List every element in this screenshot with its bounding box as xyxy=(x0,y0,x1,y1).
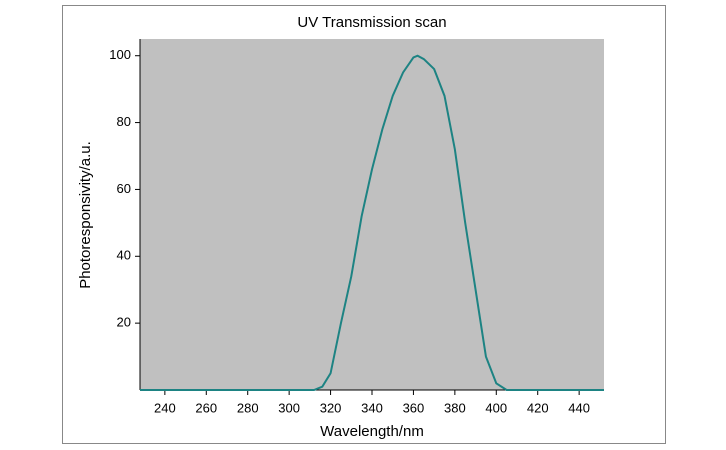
y-tick-label: 100 xyxy=(109,47,131,62)
x-tick-label: 420 xyxy=(527,400,549,415)
x-tick-label: 440 xyxy=(568,400,590,415)
y-tick-label: 40 xyxy=(117,248,131,263)
x-tick-label: 340 xyxy=(361,400,383,415)
y-axis-label: Photoresponsivity/a.u. xyxy=(77,141,94,289)
x-tick-label: 380 xyxy=(444,400,466,415)
y-tick-label: 60 xyxy=(117,181,131,196)
x-tick-label: 300 xyxy=(278,400,300,415)
x-tick-label: 260 xyxy=(195,400,217,415)
x-tick-label: 240 xyxy=(154,400,176,415)
x-tick-label: 360 xyxy=(403,400,425,415)
data-line xyxy=(140,54,604,391)
x-tick-label: 400 xyxy=(485,400,507,415)
x-tick-label: 320 xyxy=(320,400,342,415)
y-tick-label: 80 xyxy=(117,114,131,129)
x-tick-label: 280 xyxy=(237,400,259,415)
y-tick-label: 20 xyxy=(117,315,131,330)
plot-area xyxy=(140,39,604,390)
x-axis-label: Wavelength/nm xyxy=(320,423,424,440)
chart-title: UV Transmission scan xyxy=(297,14,446,31)
